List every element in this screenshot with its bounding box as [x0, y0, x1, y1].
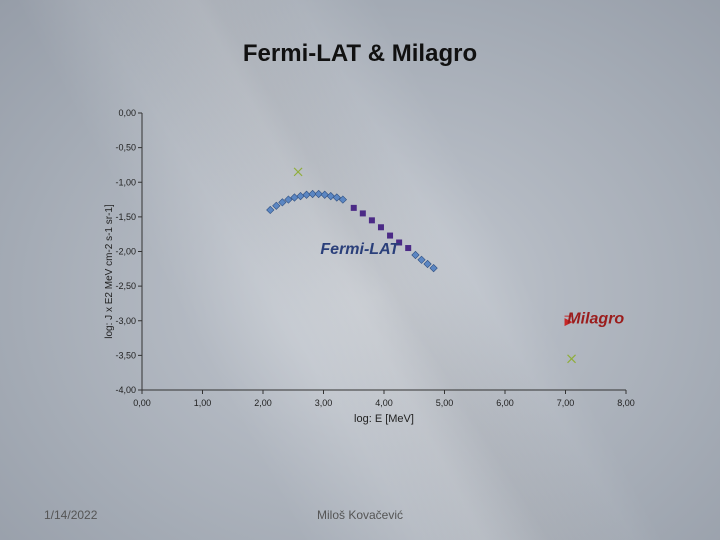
- y-tick-label: -1,00: [115, 177, 136, 187]
- fermi-diamond-point: [423, 259, 432, 269]
- fermi-diamond-point: [302, 190, 311, 199]
- upper-limit-cross: [293, 167, 303, 177]
- x-tick-label: 5,00: [436, 398, 454, 408]
- x-tick-label: 1,00: [194, 398, 212, 408]
- x-tick-label: 4,00: [375, 398, 393, 408]
- x-tick-label: 2,00: [254, 398, 272, 408]
- fermi-square-point: [368, 217, 375, 224]
- fermi-diamond-point: [326, 191, 335, 201]
- upper-limit-cross: [567, 354, 576, 364]
- fermi-square-point: [359, 210, 366, 217]
- fermi-diamond-point: [314, 189, 323, 199]
- x-tick-label: 0,00: [133, 398, 151, 408]
- y-tick-label: -3,00: [115, 316, 136, 326]
- chart-labels: log: E [MeV] log: J x E2 MeV cm-2 s-1 sr-…: [104, 204, 624, 425]
- milagro-point: [564, 318, 573, 327]
- fermi-diamond-point: [278, 198, 287, 207]
- fermi-diamond-point: [320, 190, 329, 199]
- fermi-square-point: [350, 204, 357, 211]
- y-tick-label: -4,00: [115, 385, 136, 395]
- x-axis-label: log: E [MeV]: [354, 413, 414, 425]
- fermi-diamond-point: [338, 195, 347, 204]
- fermi-square-point: [377, 224, 384, 231]
- fermi-square-point: [387, 232, 394, 239]
- y-tick-label: -3,50: [115, 350, 136, 360]
- y-tick-label: -2,50: [115, 281, 136, 291]
- x-tick-label: 7,00: [557, 398, 575, 408]
- footer-date: 1/14/2022: [44, 508, 98, 522]
- fermi-diamond-point: [417, 255, 426, 264]
- y-tick-label: 0,00: [118, 108, 136, 118]
- fermi-diamond-point: [272, 201, 281, 210]
- fermi-diamond-point: [290, 193, 299, 202]
- milagro-label: Milagro: [567, 310, 624, 327]
- y-tick-label: -2,00: [115, 247, 136, 257]
- fermi-diamond-point: [266, 205, 275, 215]
- y-tick-label: -1,50: [115, 212, 136, 222]
- footer-author: Miloš Kovačević: [316, 508, 404, 522]
- fermi-diamond-point: [411, 250, 420, 260]
- fermi-lat-label: Fermi-LAT: [320, 241, 400, 258]
- fermi-square-point: [405, 245, 412, 252]
- y-axis-label: log: J x E2 MeV cm-2 s-1 sr-1]: [104, 204, 115, 339]
- y-tick-label: -0,50: [115, 143, 136, 153]
- fermi-diamond-point: [308, 189, 317, 199]
- x-tick-label: 8,00: [617, 398, 635, 408]
- x-tick-label: 3,00: [315, 398, 333, 408]
- fermi-diamond-point: [429, 264, 438, 273]
- fermi-diamond-point: [296, 191, 305, 201]
- fermi-square-point: [396, 239, 403, 246]
- slide-title: Fermi-LAT & Milagro: [242, 40, 478, 67]
- fermi-diamond-point: [284, 195, 293, 204]
- chart-marks: [266, 167, 576, 364]
- fermi-diamond-point: [332, 193, 341, 202]
- x-tick-label: 6,00: [496, 398, 514, 408]
- chart-ticks: 0,00 -0,50 -1,00 -1,50 -2,00 -2,50 -3,00 -3,50 -…: [115, 108, 634, 408]
